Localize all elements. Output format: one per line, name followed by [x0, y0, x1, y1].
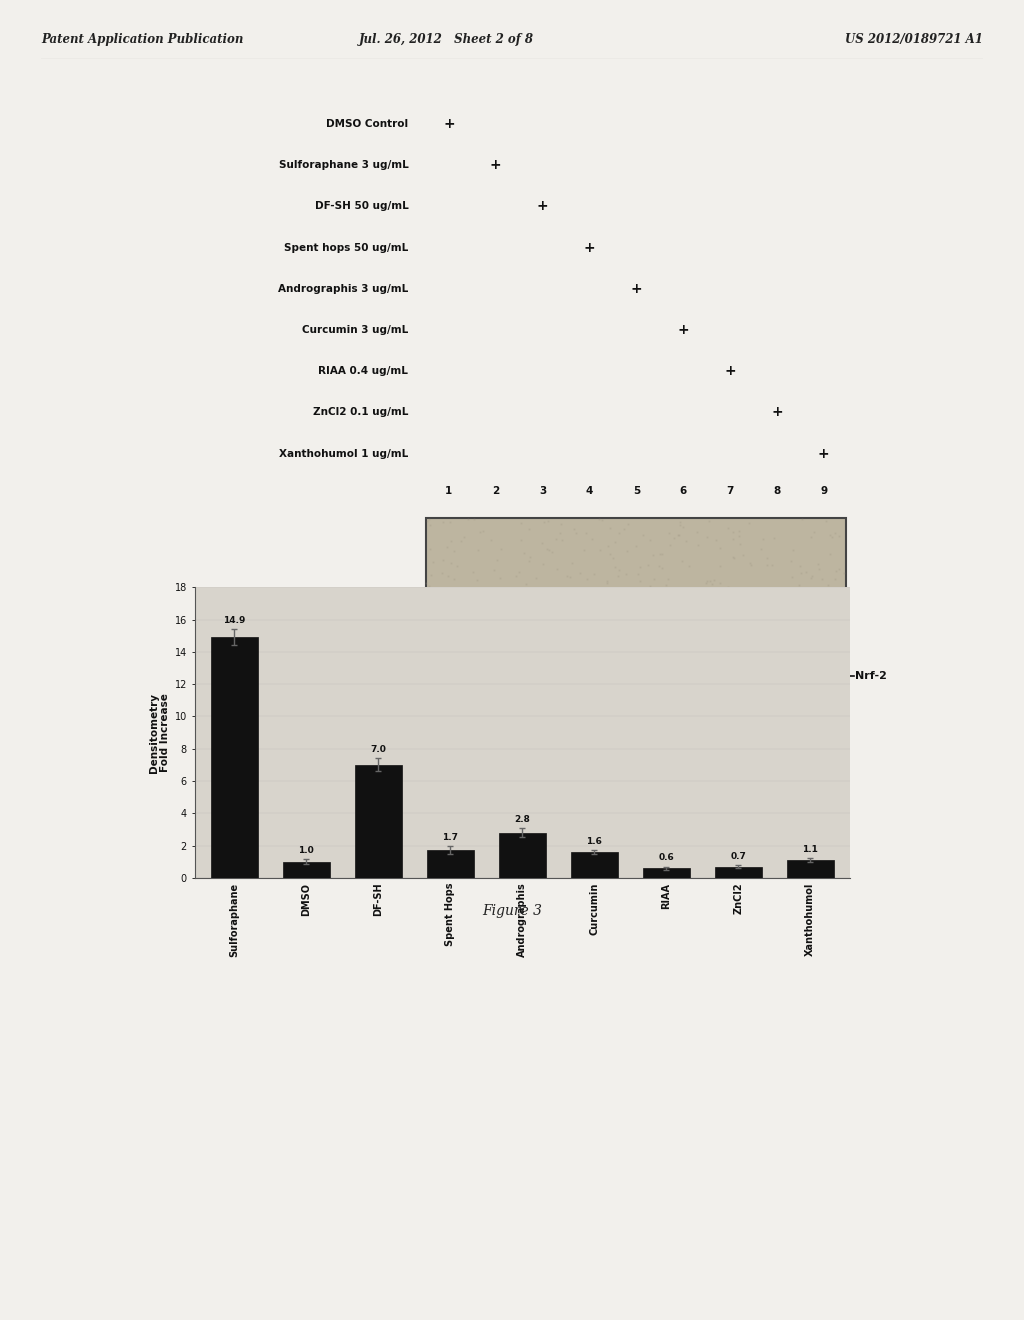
Text: +: + [537, 199, 549, 214]
Text: DMSO Control: DMSO Control [327, 119, 409, 129]
Text: Xanthohumol 1 ug/mL: Xanthohumol 1 ug/mL [280, 449, 409, 458]
Text: 7: 7 [726, 486, 734, 496]
Bar [570, 851, 617, 878]
Text: +: + [489, 158, 502, 173]
Text: 0.7: 0.7 [730, 851, 746, 861]
Text: DF-SH 50 ug/mL: DF-SH 50 ug/mL [314, 202, 409, 211]
Bar [715, 866, 762, 878]
Text: +: + [678, 323, 689, 337]
Text: Jul. 26, 2012   Sheet 2 of 8: Jul. 26, 2012 Sheet 2 of 8 [358, 33, 534, 46]
Bar [786, 861, 834, 878]
Text: 4: 4 [586, 486, 593, 496]
Y-axis label: Densitometry
Fold Increase: Densitometry Fold Increase [148, 693, 170, 772]
Text: 1: 1 [445, 486, 453, 496]
Text: 5: 5 [633, 486, 640, 496]
Text: +: + [584, 240, 595, 255]
Text: Curcumin 3 ug/mL: Curcumin 3 ug/mL [302, 325, 409, 335]
Text: 0.6: 0.6 [658, 854, 674, 862]
Text: Andrographis 3 ug/mL: Andrographis 3 ug/mL [279, 284, 409, 294]
Text: 9: 9 [820, 486, 827, 496]
Bar [427, 850, 474, 878]
Text: +: + [724, 364, 736, 379]
Text: 2.8: 2.8 [514, 814, 530, 824]
Text: 7.0: 7.0 [371, 746, 386, 755]
Text: +: + [631, 281, 642, 296]
Text: US 2012/0189721 A1: US 2012/0189721 A1 [845, 33, 983, 46]
Text: Spent hops 50 ug/mL: Spent hops 50 ug/mL [284, 243, 409, 252]
Text: 1.6: 1.6 [587, 837, 602, 846]
Text: 1.1: 1.1 [803, 845, 818, 854]
Bar [426, 519, 846, 853]
Text: 1.0: 1.0 [298, 846, 314, 855]
Bar [643, 869, 690, 878]
Text: 6: 6 [680, 486, 687, 496]
Bar [354, 764, 401, 878]
Text: 3: 3 [539, 486, 546, 496]
Bar [283, 862, 330, 878]
Text: 75 KDa: 75 KDa [376, 701, 418, 710]
Text: +: + [818, 446, 829, 461]
Text: 2: 2 [493, 486, 500, 496]
Text: Nrf-2: Nrf-2 [855, 671, 887, 681]
Bar [211, 638, 258, 878]
Bar [499, 833, 546, 878]
Text: 100 KDa: 100 KDa [369, 640, 418, 651]
Text: +: + [771, 405, 782, 420]
Text: +: + [443, 117, 455, 131]
Text: 14.9: 14.9 [223, 616, 246, 626]
Text: Sulforaphane 3 ug/mL: Sulforaphane 3 ug/mL [279, 160, 409, 170]
Text: ZnCl2 0.1 ug/mL: ZnCl2 0.1 ug/mL [313, 408, 409, 417]
Text: Figure 3: Figure 3 [482, 904, 542, 917]
Text: 1.7: 1.7 [442, 833, 458, 842]
Text: 8: 8 [773, 486, 780, 496]
Text: Patent Application Publication: Patent Application Publication [41, 33, 244, 46]
Text: RIAA 0.4 ug/mL: RIAA 0.4 ug/mL [318, 366, 409, 376]
